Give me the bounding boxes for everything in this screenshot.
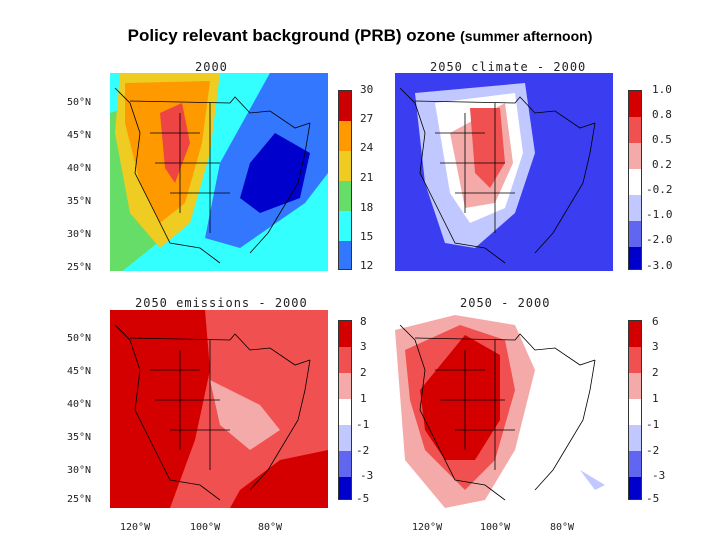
colorbar-tick: 0.8	[652, 108, 672, 121]
colorbar-tick: 3	[360, 340, 367, 353]
colorbar-tick: 1	[652, 392, 659, 405]
colorbar-tick: 21	[360, 171, 374, 184]
colorbar-tick: 8	[360, 315, 367, 328]
panel-title-2050-total: 2050 - 2000	[460, 296, 551, 310]
colorbar-tick: -2	[356, 444, 370, 457]
lat-label: 30°N	[67, 229, 92, 240]
lon-label: 100°W	[480, 522, 511, 533]
title-main: Policy relevant background (PRB) ozone	[127, 26, 456, 45]
colorbar-tick: 1	[360, 392, 367, 405]
political-boundaries	[399, 324, 596, 501]
panel-title-2050-emissions: 2050 emissions - 2000	[135, 296, 308, 310]
colorbar-tick: -0.2	[646, 183, 673, 196]
lat-label: 40°N	[67, 399, 92, 410]
colorbar-tick: -1	[356, 418, 370, 431]
colorbar-tick: 0.5	[652, 133, 672, 146]
colorbar-tick: -5	[356, 492, 370, 505]
lat-label: 25°N	[67, 262, 92, 273]
map-2000	[110, 73, 328, 271]
political-boundaries	[399, 87, 596, 264]
colorbar-tick: -5	[646, 492, 660, 505]
colorbar-tick: 30	[360, 83, 374, 96]
contour-12	[240, 133, 310, 213]
lon-label: 120°W	[412, 522, 443, 533]
lat-label: 45°N	[67, 130, 92, 141]
colorbar-tick: -3	[360, 469, 374, 482]
lat-label: 30°N	[67, 465, 92, 476]
colorbar-2050-emissions	[338, 320, 352, 500]
political-boundaries	[114, 87, 311, 264]
lat-label: 40°N	[67, 163, 92, 174]
lon-label: 100°W	[190, 522, 221, 533]
political-boundaries	[114, 324, 311, 501]
colorbar-tick: 12	[360, 259, 374, 272]
lon-label: 80°W	[258, 522, 283, 533]
colorbar-tick: 6	[652, 315, 659, 328]
colorbar-tick: -2.0	[646, 233, 673, 246]
colorbar-tick: 24	[360, 141, 374, 154]
panel-title-2050-climate: 2050 climate - 2000	[430, 60, 587, 74]
colorbar-2050-total	[628, 320, 642, 500]
lat-label: 50°N	[67, 333, 92, 344]
contour-3	[420, 335, 500, 460]
contour-3-west	[110, 310, 210, 508]
figure-title: Policy relevant background (PRB) ozone (…	[0, 26, 720, 46]
colorbar-tick: 2	[652, 366, 659, 379]
contour-1	[210, 380, 280, 450]
lat-label: 25°N	[67, 494, 92, 505]
colorbar-tick: 15	[360, 230, 374, 243]
colorbar-tick: 2	[360, 366, 367, 379]
colorbar-tick: 27	[360, 112, 374, 125]
contour-05	[470, 108, 505, 188]
colorbar-tick: 0.2	[652, 158, 672, 171]
map-2050-total	[395, 310, 613, 508]
lon-label: 80°W	[550, 522, 575, 533]
colorbar-tick: 18	[360, 201, 374, 214]
colorbar-tick: -2	[646, 444, 660, 457]
colorbar-2050-climate	[628, 90, 642, 270]
lat-label: 35°N	[67, 196, 92, 207]
lat-label: 35°N	[67, 432, 92, 443]
colorbar-tick: 3	[652, 340, 659, 353]
colorbar-tick: -3	[652, 469, 666, 482]
contour-3-southeast	[230, 450, 328, 508]
map-2050-emissions	[110, 310, 328, 508]
lat-label: 45°N	[67, 366, 92, 377]
contour-minus1	[580, 470, 605, 490]
lat-label: 50°N	[67, 97, 92, 108]
map-2050-climate	[395, 73, 613, 271]
colorbar-tick: -1.0	[646, 208, 673, 221]
colorbar-2000	[338, 90, 352, 270]
colorbar-tick: -1	[646, 418, 660, 431]
colorbar-tick: -3.0	[646, 259, 673, 272]
lon-label: 120°W	[120, 522, 151, 533]
colorbar-tick: 1.0	[652, 83, 672, 96]
title-sub: (summer afternoon)	[460, 28, 593, 44]
panel-title-2000: 2000	[195, 60, 228, 74]
